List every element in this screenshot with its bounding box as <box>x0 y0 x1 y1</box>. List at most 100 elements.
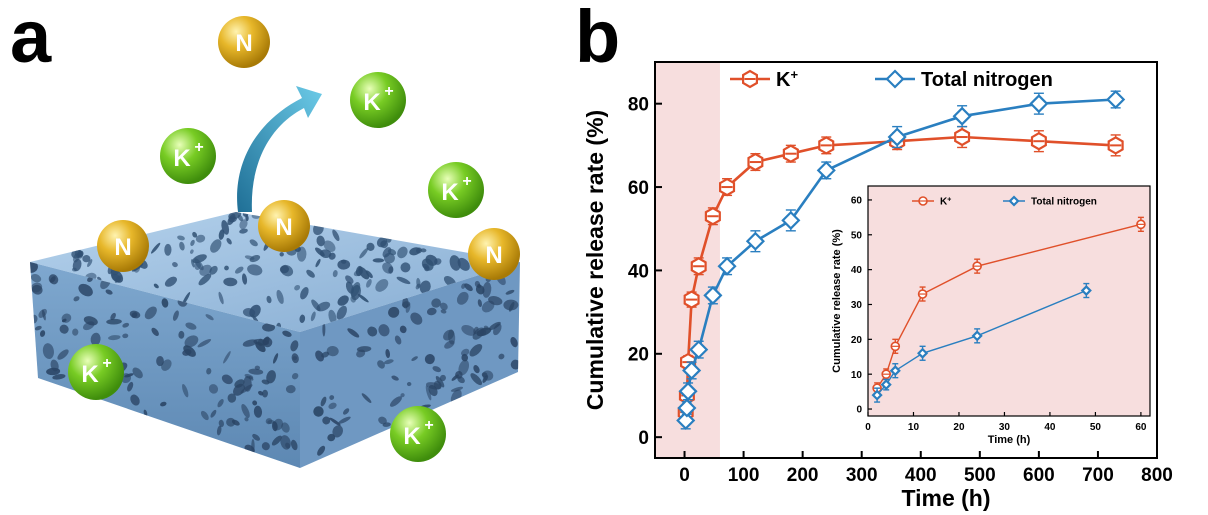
foam-pore <box>382 262 394 274</box>
data-point <box>781 210 801 230</box>
foam-pore <box>482 281 492 298</box>
y-tick-label: 40 <box>628 261 649 282</box>
foam-pore <box>317 445 326 456</box>
foam-pore <box>458 359 470 376</box>
foam-pore <box>394 335 402 345</box>
foam-pore <box>77 250 84 258</box>
foam-pore <box>30 274 42 283</box>
foam-pore <box>242 339 258 347</box>
foam-pore <box>291 372 299 380</box>
foam-pore <box>337 295 349 306</box>
x-tick-label: 10 <box>908 422 920 433</box>
foam-pore <box>253 405 263 418</box>
foam-pore <box>247 264 263 276</box>
foam-pore <box>410 312 423 325</box>
data-point <box>717 256 737 276</box>
foam-pore <box>420 248 427 253</box>
data-point <box>889 365 901 377</box>
foam-pore <box>42 309 46 321</box>
foam-pore <box>332 270 338 278</box>
foam-pore <box>172 310 179 321</box>
foam-pore <box>271 435 282 446</box>
y-tick-label: 0 <box>856 405 862 416</box>
foam-pore <box>83 321 95 331</box>
svg-text:K: K <box>363 89 381 116</box>
x-axis-label: Time (h) <box>988 434 1031 446</box>
data-point <box>1106 89 1126 110</box>
foam-pore <box>439 302 448 311</box>
foam-pore <box>262 323 276 332</box>
foam-pore <box>218 229 225 240</box>
foam-pore <box>383 252 395 264</box>
foam-pore <box>411 356 418 361</box>
foam-pore <box>161 359 172 371</box>
svg-text:+: + <box>462 173 471 190</box>
foam-pore <box>461 283 466 289</box>
x-tick-label: 0 <box>679 465 690 486</box>
data-point <box>678 381 698 401</box>
release-arrow-icon <box>237 86 322 212</box>
x-tick-label: 400 <box>905 465 937 486</box>
foam-pore <box>164 243 172 256</box>
foam-pore <box>285 385 296 394</box>
foam-pore <box>261 442 270 451</box>
legend-label: Total nitrogen <box>1031 197 1097 208</box>
foam-pore <box>378 416 387 425</box>
foam-pore <box>320 396 327 407</box>
foam-pore <box>227 393 237 403</box>
foam-pore <box>498 353 505 360</box>
data-point <box>880 379 892 391</box>
svg-text:N: N <box>235 30 252 57</box>
foam-pore <box>281 422 290 433</box>
data-point <box>871 389 883 401</box>
foam-right-pores <box>313 273 520 456</box>
foam-pore <box>240 384 253 394</box>
foam-pore <box>254 365 261 370</box>
plot-frame <box>867 185 1151 417</box>
foam-pore <box>249 254 261 263</box>
svg-text:+: + <box>424 417 433 434</box>
foam-pore <box>239 228 248 234</box>
foam-pore <box>439 374 446 382</box>
foam-pore <box>182 291 191 306</box>
foam-pore <box>315 350 325 362</box>
foam-pore <box>361 393 372 403</box>
foam-pore <box>359 247 369 259</box>
foam-pore <box>323 240 336 253</box>
foam-pore <box>177 235 185 241</box>
foam-pore <box>218 291 224 305</box>
x-tick-label: 40 <box>1044 422 1056 433</box>
foam-pore <box>503 299 519 311</box>
foam-pore <box>72 258 82 272</box>
foam-pore <box>234 379 245 388</box>
foam-pore <box>52 374 66 380</box>
data-point <box>952 106 972 126</box>
legend-label: Total nitrogen <box>921 69 1053 91</box>
foam-pore <box>400 262 411 273</box>
foam-pore <box>172 262 178 268</box>
foam-pore <box>280 435 291 450</box>
foam-pore <box>328 402 337 410</box>
data-point <box>745 231 765 251</box>
foam-pore <box>127 381 134 392</box>
foam-pore <box>396 276 411 285</box>
foam-pore <box>182 349 192 356</box>
foam-pore <box>464 283 473 292</box>
foam-pore <box>209 265 218 275</box>
foam-pore <box>271 421 278 432</box>
foam-pore <box>30 282 43 293</box>
foam-pore <box>248 368 264 375</box>
foam-pore <box>184 335 199 348</box>
foam-pore <box>416 247 423 254</box>
y-tick-label: 80 <box>628 95 649 116</box>
foam-pore <box>235 266 244 274</box>
x-tick-label: 600 <box>1023 465 1055 486</box>
inset-release-chart: 0 10 20 30 40 50 60 0 10 20 30 40 50 60 Time (h) Cumula… <box>831 185 1151 446</box>
panel-b-letter: b <box>575 0 621 78</box>
foam-pore <box>372 258 385 263</box>
svg-text:K: K <box>441 179 459 206</box>
foam-pore <box>241 273 248 285</box>
foam-pore <box>57 349 69 360</box>
foam-pore <box>337 259 351 270</box>
foam-pore <box>73 296 80 302</box>
